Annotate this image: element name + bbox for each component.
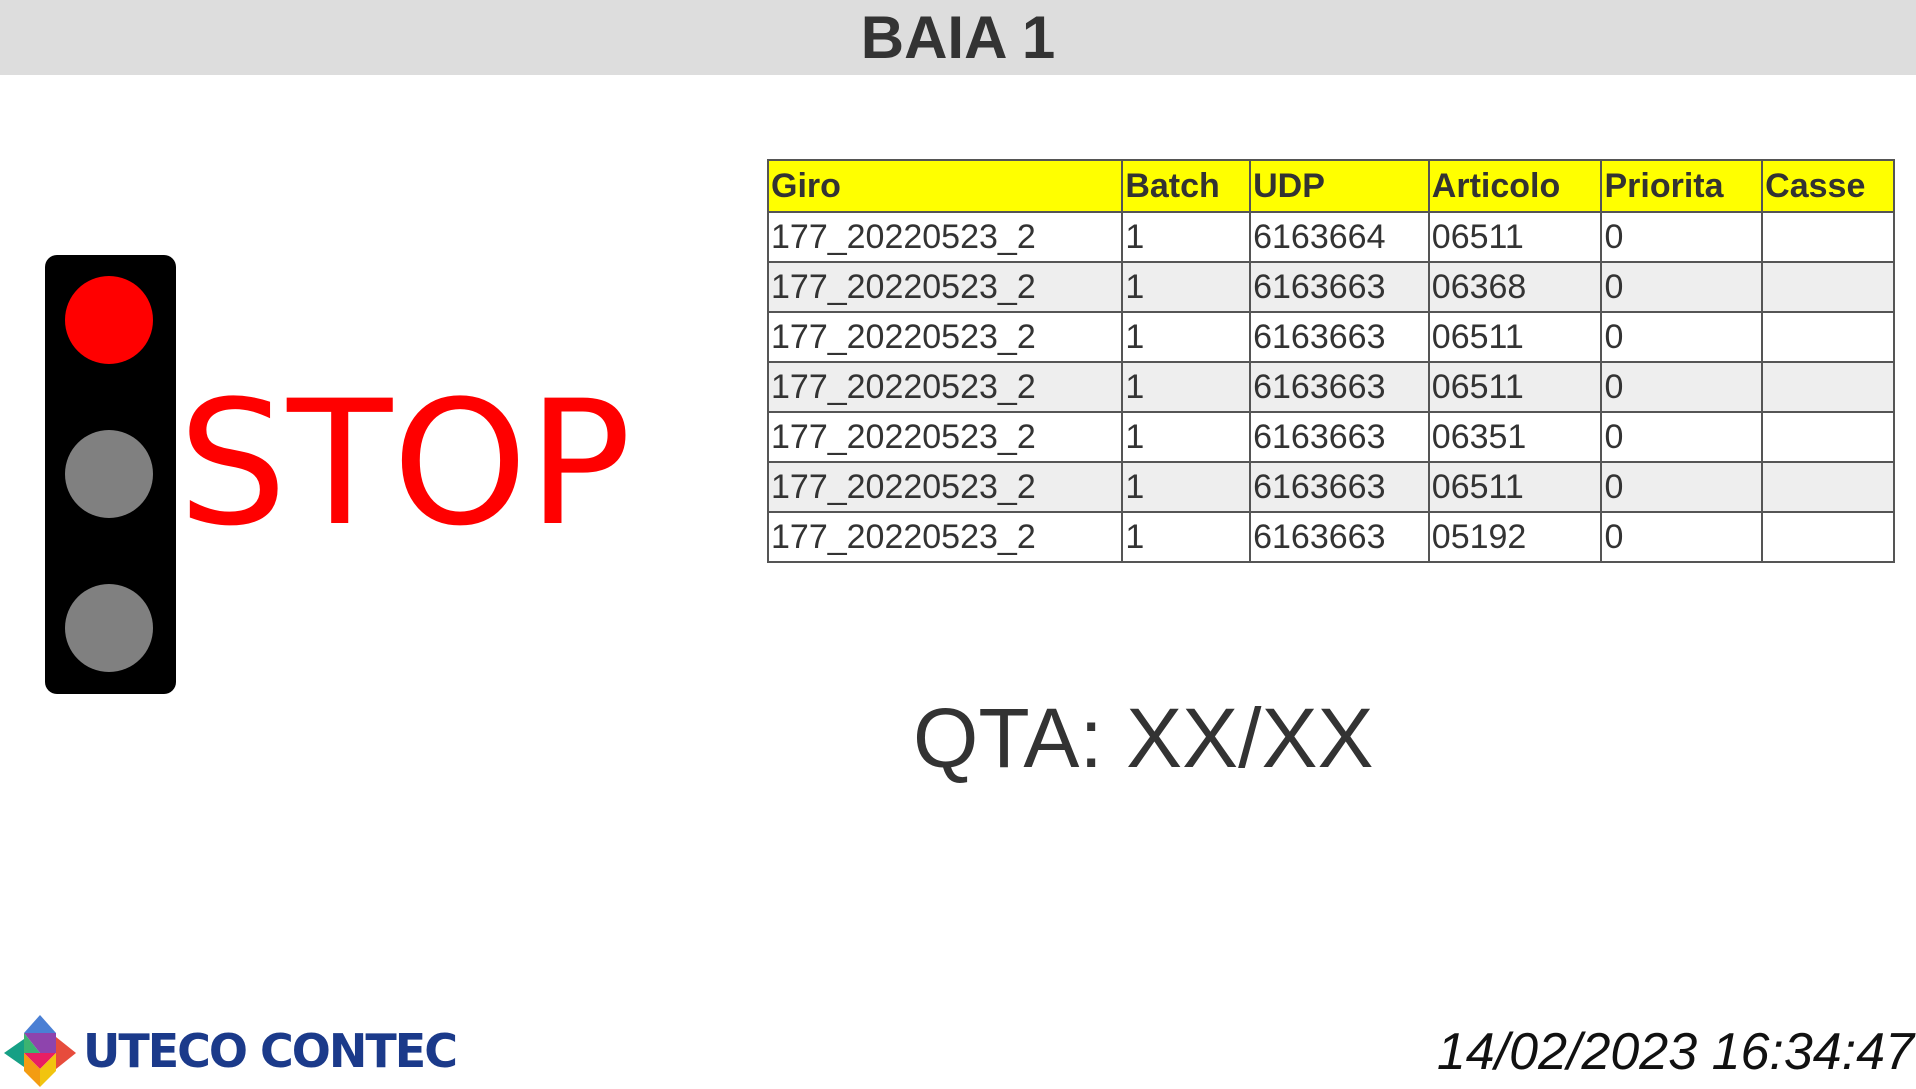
header-bar: BAIA 1 [0, 0, 1916, 75]
cell-udp: 6163663 [1249, 261, 1430, 313]
cell-batch: 1 [1121, 411, 1252, 463]
cell-priorita: 0 [1600, 211, 1764, 263]
uteco-logo-icon [4, 1015, 76, 1087]
cell-priorita: 0 [1600, 311, 1764, 363]
cell-batch: 1 [1121, 461, 1252, 513]
column-header-priorita: Priorita [1600, 159, 1764, 213]
cell-priorita: 0 [1600, 511, 1764, 563]
table-row: 177_20220523_2 1 6163663 05192 0 [766, 511, 1895, 563]
cell-batch: 1 [1121, 361, 1252, 413]
cell-casse [1761, 411, 1895, 463]
cell-casse [1761, 511, 1895, 563]
table-row: 177_20220523_2 1 6163663 06511 0 [766, 461, 1895, 513]
cell-batch: 1 [1121, 211, 1252, 263]
cell-casse [1761, 361, 1895, 413]
cell-priorita: 0 [1600, 461, 1764, 513]
status-label: STOP [178, 363, 632, 564]
cell-casse [1761, 461, 1895, 513]
cell-udp: 6163664 [1249, 211, 1430, 263]
cell-giro: 177_20220523_2 [766, 411, 1124, 463]
table-row: 177_20220523_2 1 6163663 06511 0 [766, 311, 1895, 363]
column-header-udp: UDP [1249, 159, 1430, 213]
cell-batch: 1 [1121, 261, 1252, 313]
cell-udp: 6163663 [1249, 461, 1430, 513]
column-header-casse: Casse [1761, 159, 1895, 213]
orders-table: Giro Batch UDP Articolo Priorita Casse 1… [766, 159, 1895, 563]
traffic-light-red-lamp [65, 276, 153, 364]
table-row: 177_20220523_2 1 6163663 06511 0 [766, 361, 1895, 413]
table-row: 177_20220523_2 1 6163664 06511 0 [766, 211, 1895, 263]
column-header-giro: Giro [766, 159, 1124, 213]
cell-giro: 177_20220523_2 [766, 461, 1124, 513]
cell-batch: 1 [1121, 311, 1252, 363]
cell-udp: 6163663 [1249, 311, 1430, 363]
table-row: 177_20220523_2 1 6163663 06351 0 [766, 411, 1895, 463]
cell-articolo: 06511 [1427, 311, 1603, 363]
cell-articolo: 05192 [1427, 511, 1603, 563]
cell-udp: 6163663 [1249, 511, 1430, 563]
traffic-light-green-lamp [65, 584, 153, 672]
cell-casse [1761, 211, 1895, 263]
cell-giro: 177_20220523_2 [766, 361, 1124, 413]
cell-giro: 177_20220523_2 [766, 311, 1124, 363]
cell-priorita: 0 [1600, 411, 1764, 463]
cell-articolo: 06511 [1427, 211, 1603, 263]
cell-casse [1761, 311, 1895, 363]
cell-udp: 6163663 [1249, 411, 1430, 463]
logo-text: UTECO CONTEC [83, 1024, 458, 1078]
datetime-display: 14/02/2023 16:34:47 [1436, 1023, 1914, 1081]
cell-articolo: 06511 [1427, 461, 1603, 513]
cell-batch: 1 [1121, 511, 1252, 563]
table-row: 177_20220523_2 1 6163663 06368 0 [766, 261, 1895, 313]
cell-giro: 177_20220523_2 [766, 511, 1124, 563]
cell-articolo: 06368 [1427, 261, 1603, 313]
cell-giro: 177_20220523_2 [766, 211, 1124, 263]
cell-casse [1761, 261, 1895, 313]
cell-priorita: 0 [1600, 361, 1764, 413]
cell-articolo: 06351 [1427, 411, 1603, 463]
column-header-batch: Batch [1121, 159, 1252, 213]
cell-priorita: 0 [1600, 261, 1764, 313]
traffic-light [45, 255, 176, 694]
quantity-label: QTA: XX/XX [913, 691, 1374, 785]
table-header-row: Giro Batch UDP Articolo Priorita Casse [766, 159, 1895, 213]
page-title: BAIA 1 [860, 4, 1056, 71]
company-logo: UTECO CONTEC [0, 1013, 458, 1089]
traffic-light-yellow-lamp [65, 430, 153, 518]
cell-giro: 177_20220523_2 [766, 261, 1124, 313]
cell-articolo: 06511 [1427, 361, 1603, 413]
cell-udp: 6163663 [1249, 361, 1430, 413]
column-header-articolo: Articolo [1427, 159, 1603, 213]
